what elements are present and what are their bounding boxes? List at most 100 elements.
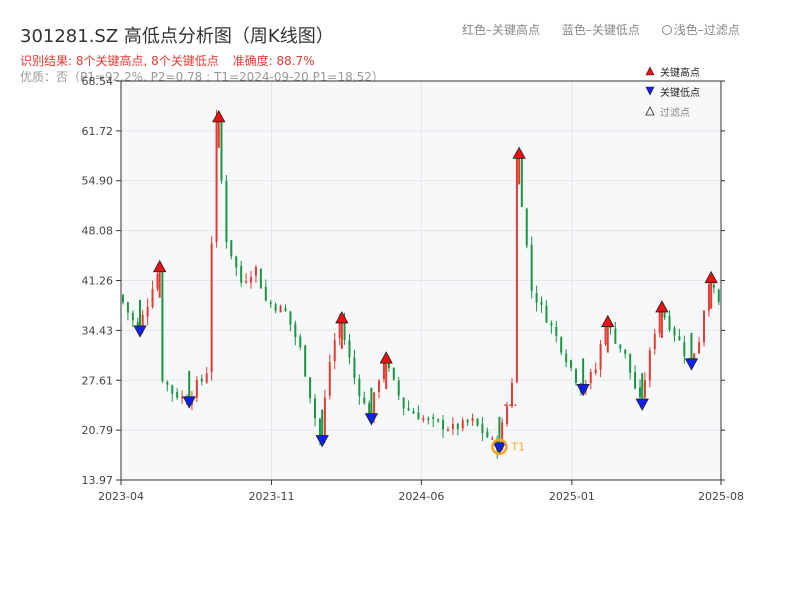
key-low-marker xyxy=(684,358,699,371)
y-tick-label: 20.79 xyxy=(82,424,114,437)
candle-body xyxy=(466,419,469,423)
candle-body xyxy=(181,396,184,399)
candle-body xyxy=(166,381,169,385)
y-tick-label: 61.72 xyxy=(82,125,114,138)
legend-red-text: 红色–关键高点 xyxy=(462,23,541,37)
key-high-marker xyxy=(601,314,615,327)
x-tick-label: 2024-06 xyxy=(398,490,444,503)
candle-body xyxy=(274,304,277,311)
candle-body xyxy=(693,353,696,359)
candle-body xyxy=(614,328,617,344)
circle-icon xyxy=(661,25,672,35)
legend-high-icon xyxy=(645,66,655,76)
candle-body xyxy=(397,380,400,396)
key-low-marker xyxy=(364,413,379,426)
candle-body xyxy=(501,422,504,450)
result-line: 识别结果: 8个关键高点, 8个关键低点 准确度: 88.7% xyxy=(20,52,325,69)
candle-body xyxy=(703,310,706,343)
candle-body xyxy=(658,309,661,334)
candle-body xyxy=(328,362,331,396)
candle-body xyxy=(161,271,164,382)
y-tick-label: 48.08 xyxy=(82,225,114,238)
candle-body xyxy=(240,265,243,283)
key-high-marker xyxy=(655,300,669,313)
candle-body xyxy=(407,408,410,411)
candle-body xyxy=(220,118,223,181)
legend-low-label: 关键低点 xyxy=(660,86,700,99)
candle-body xyxy=(378,380,381,392)
candle-body xyxy=(250,277,253,283)
candle-body xyxy=(634,371,637,389)
candle-body xyxy=(136,322,139,328)
candle-body xyxy=(451,424,454,429)
candle-body xyxy=(624,349,627,354)
candle-body xyxy=(309,377,312,399)
key-low-marker xyxy=(133,325,147,338)
key-high-marker xyxy=(379,351,393,364)
candle-body xyxy=(205,373,208,383)
candle-body xyxy=(289,311,292,325)
chart-title: 301281.SZ 高低点分析图（周K线图） xyxy=(20,26,334,47)
candle-body xyxy=(491,437,494,440)
candle-body xyxy=(264,286,267,301)
key-high-marker xyxy=(335,311,349,324)
candle-body xyxy=(442,420,445,430)
legend-filtered-label: 过滤点 xyxy=(660,106,690,119)
legend-high-label: 关键高点 xyxy=(660,66,700,79)
candle-body xyxy=(235,256,238,268)
candle-body xyxy=(486,431,489,438)
candle-body xyxy=(594,369,597,373)
candle-body xyxy=(560,337,563,353)
legend-light-text: 浅色–过滤点 xyxy=(661,23,740,37)
y-tick-label: 13.97 xyxy=(82,474,114,487)
t1-label: T1 xyxy=(510,441,525,454)
candle-body xyxy=(515,155,518,383)
candle-body xyxy=(599,343,602,370)
candle-body xyxy=(668,315,671,330)
candle-body xyxy=(343,321,346,340)
candle-body xyxy=(373,392,376,420)
candle-body xyxy=(392,367,395,380)
candle-body xyxy=(589,371,592,384)
candle-body xyxy=(318,418,321,438)
candle-body xyxy=(629,353,632,373)
candle-body xyxy=(151,289,154,307)
candle-body xyxy=(225,181,228,243)
candle-body xyxy=(574,369,577,383)
key-high-marker xyxy=(512,146,526,159)
candle-body xyxy=(481,423,484,433)
candle-body xyxy=(717,289,720,303)
candle-body xyxy=(200,378,203,382)
candle-body xyxy=(565,353,568,363)
accuracy-text: 准确度: 88.7% xyxy=(232,54,315,68)
candle-body xyxy=(269,302,272,304)
result-text: 识别结果: 8个关键高点, 8个关键低点 xyxy=(20,54,219,68)
candle-body xyxy=(525,208,528,246)
candle-body xyxy=(353,357,356,379)
candle-body xyxy=(698,342,701,354)
candle-body xyxy=(545,305,548,323)
candle-body xyxy=(382,361,385,380)
key-high-marker xyxy=(212,110,226,123)
candle-body xyxy=(619,344,622,349)
candle-body xyxy=(323,397,326,438)
candle-body xyxy=(294,323,297,338)
candle-body xyxy=(363,397,366,404)
candle-body xyxy=(126,302,129,313)
candle-body xyxy=(673,327,676,336)
candle-body xyxy=(245,281,248,283)
legend-blue-text: 蓝色–关键低点 xyxy=(561,23,640,37)
candle-body xyxy=(254,266,257,276)
candle-body xyxy=(284,307,287,311)
candle-body xyxy=(195,379,198,398)
candle-body xyxy=(333,339,336,362)
candle-body xyxy=(141,314,144,330)
candle-body xyxy=(663,311,666,318)
key-high-marker xyxy=(153,259,167,273)
plot-border xyxy=(120,80,722,481)
candle-body xyxy=(422,418,425,421)
candle-body xyxy=(348,340,351,358)
candle-body xyxy=(338,319,341,338)
candle-body xyxy=(259,268,262,289)
